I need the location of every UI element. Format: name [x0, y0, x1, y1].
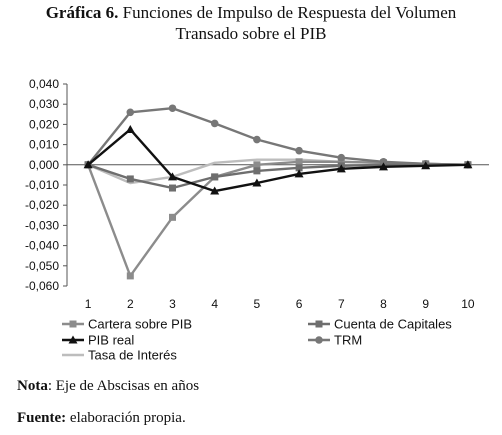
legend-item: Tasa de Interés	[62, 348, 177, 363]
source-text: elaboración propia.	[66, 410, 186, 426]
data-point	[295, 158, 303, 166]
legend-swatch-marker	[315, 320, 323, 328]
y-tick-label: 0,040	[29, 77, 59, 91]
figure-label: Gráfica 6.	[45, 3, 119, 22]
y-tick-label: -0,010	[25, 178, 59, 192]
legend-label: Cartera sobre PIB	[88, 317, 192, 332]
data-point	[168, 104, 177, 113]
x-tick-label: 10	[461, 297, 475, 311]
legend-item: TRM	[308, 333, 362, 348]
legend-swatch-marker	[68, 335, 78, 344]
x-tick-label: 2	[127, 297, 134, 311]
y-tick-label: -0,050	[25, 259, 59, 273]
data-point	[379, 157, 388, 166]
x-tick-label: 8	[380, 297, 387, 311]
x-tick-label: 5	[254, 297, 261, 311]
chart-title: Gráfica 6. Funciones de Impulso de Respu…	[0, 2, 502, 44]
data-point	[211, 173, 219, 181]
legend-item: Cuenta de Capitales	[308, 317, 452, 332]
data-point	[336, 164, 346, 173]
x-tick-label: 6	[296, 297, 303, 311]
x-tick-label: 9	[422, 297, 429, 311]
data-point	[294, 169, 304, 178]
data-point	[125, 124, 135, 133]
data-point	[126, 175, 134, 183]
chart-legend: Cartera sobre PIB Cuenta de Capitales PIB …	[62, 317, 452, 363]
y-tick-label: 0,020	[29, 117, 59, 131]
legend-label: TRM	[334, 333, 362, 348]
note-label: Nota	[17, 378, 48, 394]
data-point	[210, 119, 219, 128]
legend-swatch-marker	[69, 320, 77, 328]
x-tick-label: 1	[85, 297, 92, 311]
x-tick-label: 4	[211, 297, 218, 311]
data-point	[210, 186, 220, 195]
x-tick-label: 3	[169, 297, 176, 311]
title-line-1: Gráfica 6. Funciones de Impulso de Respu…	[0, 2, 502, 23]
source-line: Fuente: elaboración propia.	[17, 410, 186, 427]
x-tick-label: 7	[338, 297, 345, 311]
legend-swatch-marker	[315, 336, 323, 344]
y-tick-label: 0,000	[29, 158, 59, 172]
data-point	[253, 167, 261, 175]
data-point	[168, 172, 177, 181]
title-line-2: Transado sobre el PIB	[175, 24, 327, 43]
y-tick-label: -0,040	[25, 239, 59, 253]
legend-label: Tasa de Interés	[88, 348, 177, 363]
note-text: : Eje de Abscisas en años	[47, 378, 200, 394]
legend-label: PIB real	[88, 333, 134, 348]
data-point	[337, 158, 345, 166]
chart-series	[83, 104, 473, 280]
series-line	[87, 163, 468, 190]
data-point	[421, 161, 431, 170]
series-line	[87, 128, 468, 193]
data-point	[379, 162, 388, 171]
series-pib-real	[83, 124, 473, 195]
data-point	[169, 213, 176, 221]
y-tick-label: -0,060	[25, 279, 59, 293]
chart-axes: 0,040 0,030 0,020 0,010 0,000 -0,010 -0,020 -0,…	[25, 77, 489, 311]
legend-item: Cartera sobre PIB	[62, 317, 192, 332]
y-tick-label: 0,010	[29, 138, 59, 152]
series-line	[87, 107, 468, 166]
data-point	[295, 164, 303, 172]
legend-label: Cuenta de Capitales	[334, 317, 452, 332]
source-label: Fuente:	[17, 410, 67, 426]
series-cartera-sobre-pib	[84, 158, 472, 280]
legend-item: PIB real	[62, 333, 134, 348]
y-tick-label: 0,030	[29, 97, 59, 111]
data-point	[463, 160, 473, 169]
data-point	[126, 272, 134, 280]
data-point	[126, 108, 135, 117]
title-text-1: Funciones de Impulso de Respuesta del Vo…	[122, 3, 457, 22]
data-point	[337, 153, 346, 162]
y-tick-label: -0,030	[25, 218, 59, 232]
data-point	[253, 135, 261, 144]
y-tick-label: -0,020	[25, 198, 59, 212]
data-point	[169, 184, 176, 192]
data-point	[253, 161, 261, 169]
note-line: Nota: Eje de Abscisas en años	[17, 378, 199, 395]
impulse-response-chart: 0,040 0,030 0,020 0,010 0,000 -0,010 -0,020 -0,…	[25, 77, 489, 363]
data-point	[295, 146, 303, 155]
data-point	[83, 160, 93, 169]
data-point	[252, 178, 262, 187]
